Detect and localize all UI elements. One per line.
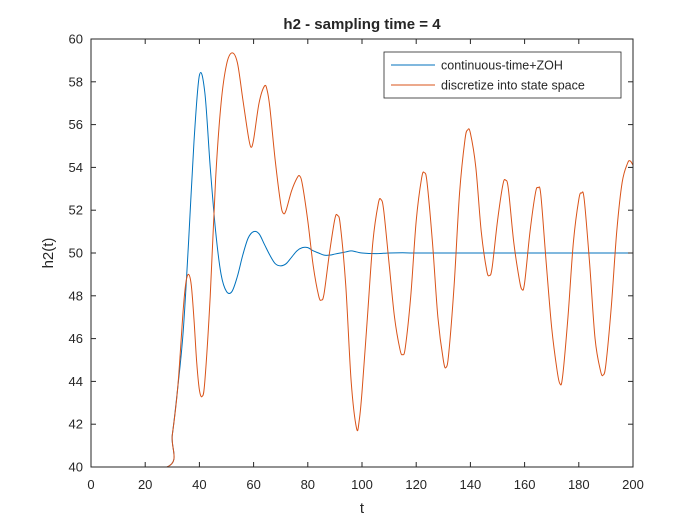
x-tick-label: 160 [514, 477, 536, 492]
x-tick-label: 40 [192, 477, 206, 492]
legend: continuous-time+ZOH discretize into stat… [383, 51, 622, 99]
x-tick-label: 140 [460, 477, 482, 492]
y-tick-label: 40 [69, 460, 83, 475]
x-axis: 0 20 40 60 80 100 120 140 160 180 200 [87, 39, 644, 492]
y-tick-label: 60 [69, 32, 83, 47]
series-layer [91, 52, 633, 467]
legend-box [383, 51, 622, 99]
y-tick-label: 52 [69, 203, 83, 218]
y-tick-label: 44 [69, 374, 83, 389]
legend-label-continuous-time-zoh: continuous-time+ZOH [441, 59, 563, 73]
y-axis: 40 42 44 46 48 50 52 54 56 58 60 [69, 32, 633, 475]
x-tick-label: 60 [246, 477, 260, 492]
y-tick-label: 50 [69, 246, 83, 261]
chart-title: h2 - sampling time = 4 [283, 16, 441, 33]
x-axis-label: t [360, 500, 365, 517]
y-tick-label: 46 [69, 331, 83, 346]
x-tick-label: 180 [568, 477, 590, 492]
y-tick-label: 54 [69, 160, 83, 175]
y-tick-label: 58 [69, 74, 83, 89]
series-line-continuous-time-zoh [91, 71, 633, 467]
x-tick-label: 100 [351, 477, 373, 492]
x-tick-label: 120 [405, 477, 427, 492]
y-axis-label: h2(t) [40, 238, 57, 269]
y-tick-label: 56 [69, 117, 83, 132]
x-tick-label: 20 [138, 477, 152, 492]
y-tick-label: 48 [69, 288, 83, 303]
x-tick-label: 200 [622, 477, 644, 492]
series-line-discretize [91, 52, 633, 467]
x-tick-label: 80 [301, 477, 315, 492]
y-tick-label: 42 [69, 417, 83, 432]
legend-label-discretize: discretize into state space [441, 79, 585, 93]
x-tick-label: 0 [87, 477, 94, 492]
